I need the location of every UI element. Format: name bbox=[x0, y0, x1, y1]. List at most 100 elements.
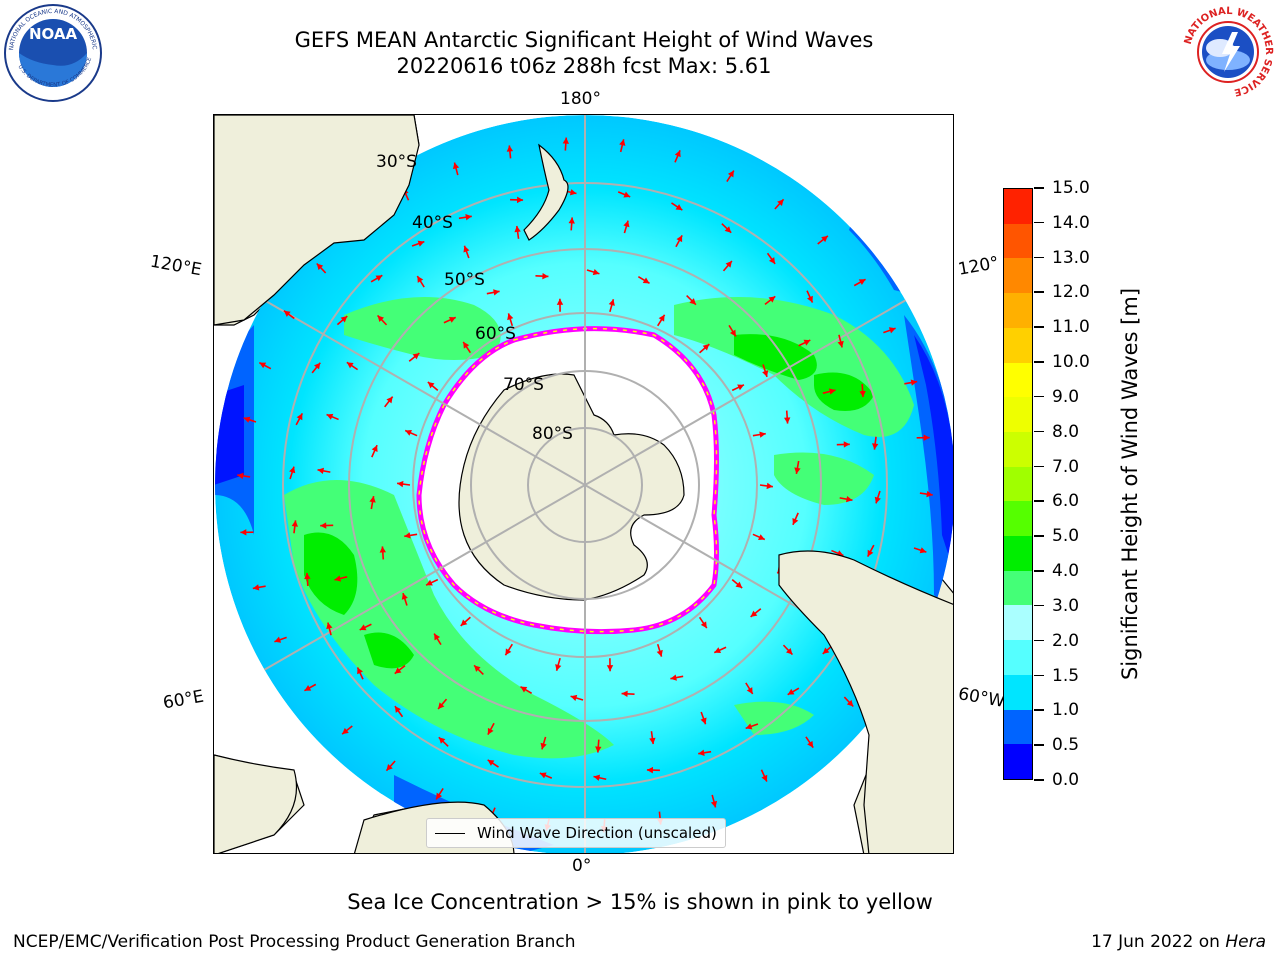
wind-wave-arrowhead bbox=[569, 189, 577, 196]
colorbar-segment bbox=[1004, 431, 1032, 467]
wind-wave-arrowhead bbox=[487, 759, 495, 766]
sea-ice-note: Sea Ice Concentration > 15% is shown in … bbox=[347, 890, 933, 914]
wind-wave-arrowhead bbox=[759, 431, 766, 438]
colorbar-tick-label: 0.0 bbox=[1052, 770, 1080, 790]
wind-wave-arrowhead bbox=[542, 272, 549, 280]
lon-label-0: 0° bbox=[572, 856, 592, 876]
wind-wave-arrowhead bbox=[700, 621, 707, 629]
wind-wave-arrowhead bbox=[700, 717, 707, 725]
wind-wave-arrowhead bbox=[710, 800, 718, 808]
wind-wave-arrowhead bbox=[792, 517, 799, 525]
noaa-logo: NOAA NATIONAL OCEANIC AND ATMOSPHERIC AD… bbox=[0, 0, 103, 107]
wind-wave-arrowhead bbox=[317, 467, 325, 475]
lon-label-180: 180° bbox=[560, 89, 601, 109]
wind-wave-arrowhead bbox=[785, 647, 793, 655]
colorbar-segment bbox=[1004, 466, 1032, 502]
wind-wave-arrowhead bbox=[766, 482, 773, 490]
polar-map bbox=[213, 114, 954, 854]
wind-wave-arrowhead bbox=[379, 546, 387, 553]
wind-wave-arrowhead bbox=[283, 310, 291, 317]
lat-label-80s: 80°S bbox=[532, 424, 573, 444]
wind-wave-arrows bbox=[237, 137, 933, 833]
wind-wave-arrowhead bbox=[750, 610, 758, 617]
colorbar-segment bbox=[1004, 674, 1032, 710]
wind-wave-arrowhead bbox=[514, 225, 521, 233]
wind-wave-arrowhead bbox=[314, 362, 321, 370]
colorbar-tick-label: 7.0 bbox=[1052, 456, 1080, 477]
wind-wave-arrowhead bbox=[326, 413, 334, 420]
colorbar-segment bbox=[1004, 570, 1032, 606]
wind-wave-arrowhead bbox=[674, 150, 681, 158]
colorbar bbox=[1003, 188, 1033, 780]
wind-wave-arrowhead bbox=[386, 764, 393, 771]
wind-wave-arrowhead bbox=[342, 727, 349, 735]
wind-wave-arrowhead bbox=[369, 496, 376, 503]
colorbar-tick bbox=[1034, 256, 1044, 259]
colorbar-tick bbox=[1034, 744, 1044, 746]
wind-wave-arrowhead bbox=[434, 633, 441, 641]
colorbar-segment bbox=[1004, 501, 1032, 537]
wind-wave-arrowhead bbox=[357, 667, 363, 675]
wind-wave-arrowhead bbox=[595, 746, 602, 753]
wind-wave-arrowhead bbox=[240, 529, 247, 536]
wind-wave-arrowhead bbox=[404, 532, 411, 539]
colorbar-tick bbox=[1034, 674, 1044, 677]
wind-wave-arrowhead bbox=[320, 522, 327, 529]
wind-wave-arrowhead bbox=[758, 534, 765, 541]
title-line-2: 20220616 t06z 288h fcst Max: 5.61 bbox=[396, 54, 772, 78]
colorbar-tick bbox=[1034, 709, 1044, 711]
wind-wave-arrowhead bbox=[846, 699, 854, 707]
colorbar-tick bbox=[1034, 430, 1044, 433]
wind-wave-arrowhead bbox=[845, 495, 853, 503]
wind-wave-arrowhead bbox=[386, 396, 393, 404]
colorbar-tick-label: 2.0 bbox=[1052, 630, 1080, 651]
continents bbox=[214, 115, 953, 853]
wind-wave-arrowhead bbox=[837, 340, 844, 348]
wind-wave-arrowhead bbox=[371, 445, 378, 453]
wind-wave-arrowhead bbox=[725, 260, 732, 268]
wind-wave-arrowhead bbox=[735, 581, 743, 588]
wind-wave-arrowhead bbox=[926, 490, 933, 498]
wind-wave-arrowhead bbox=[592, 268, 600, 276]
wind-wave-arrowhead bbox=[821, 235, 828, 243]
wind-wave-arrowhead bbox=[516, 196, 524, 204]
lat-label-70s: 70°S bbox=[503, 375, 544, 395]
wind-wave-arrowhead bbox=[438, 702, 445, 710]
footer-date: 17 Jun 2022 on Hera bbox=[1091, 932, 1266, 952]
wind-wave-arrowhead bbox=[448, 316, 456, 323]
title-line-1: GEFS MEAN Antarctic Significant Height o… bbox=[294, 28, 874, 52]
colorbar-tick bbox=[1034, 291, 1044, 293]
wind-wave-arrowhead bbox=[452, 162, 460, 170]
footer-branch: NCEP/EMC/Verification Post Processing Pr… bbox=[13, 932, 576, 952]
wind-wave-arrowhead bbox=[689, 298, 696, 305]
wind-wave-arrowhead bbox=[623, 220, 630, 228]
lat-label-50s: 50°S bbox=[444, 270, 485, 290]
wind-wave-arrowhead bbox=[619, 139, 626, 146]
colorbar-tick bbox=[1034, 395, 1044, 398]
wind-wave-arrowhead bbox=[787, 688, 795, 695]
wind-wave-arrowhead bbox=[794, 467, 801, 474]
wind-wave-arrowhead bbox=[326, 622, 333, 630]
wind-wave-arrowhead bbox=[334, 575, 342, 582]
wind-wave-arrowhead bbox=[768, 296, 776, 303]
colorbar-tick bbox=[1034, 570, 1044, 572]
wind-wave-arrowhead bbox=[729, 329, 736, 337]
noaa-logo-text: NOAA bbox=[29, 25, 78, 43]
wind-wave-arrowhead bbox=[646, 766, 654, 774]
colorbar-tick bbox=[1034, 361, 1044, 363]
wind-wave-arrowhead bbox=[761, 774, 768, 782]
wind-wave-arrowhead bbox=[783, 417, 791, 424]
colorbar-tick bbox=[1034, 500, 1044, 502]
wind-wave-arrowhead bbox=[656, 649, 663, 657]
wind-wave-arrowhead bbox=[910, 379, 918, 386]
wind-wave-arrowhead bbox=[888, 327, 896, 334]
wind-wave-arrowhead bbox=[412, 353, 420, 360]
wind-wave-arrowhead bbox=[714, 647, 722, 654]
colorbar-title-wrap: Significant Height of Wind Waves [m] bbox=[1100, 184, 1160, 784]
colorbar-tick-label: 15.0 bbox=[1052, 178, 1090, 198]
wind-wave-arrowhead bbox=[417, 276, 424, 283]
colorbar-segment bbox=[1004, 189, 1032, 224]
wind-wave-arrowhead bbox=[438, 737, 446, 744]
wind-wave-arrowhead bbox=[304, 684, 312, 691]
colorbar-tick-label: 6.0 bbox=[1052, 491, 1080, 512]
